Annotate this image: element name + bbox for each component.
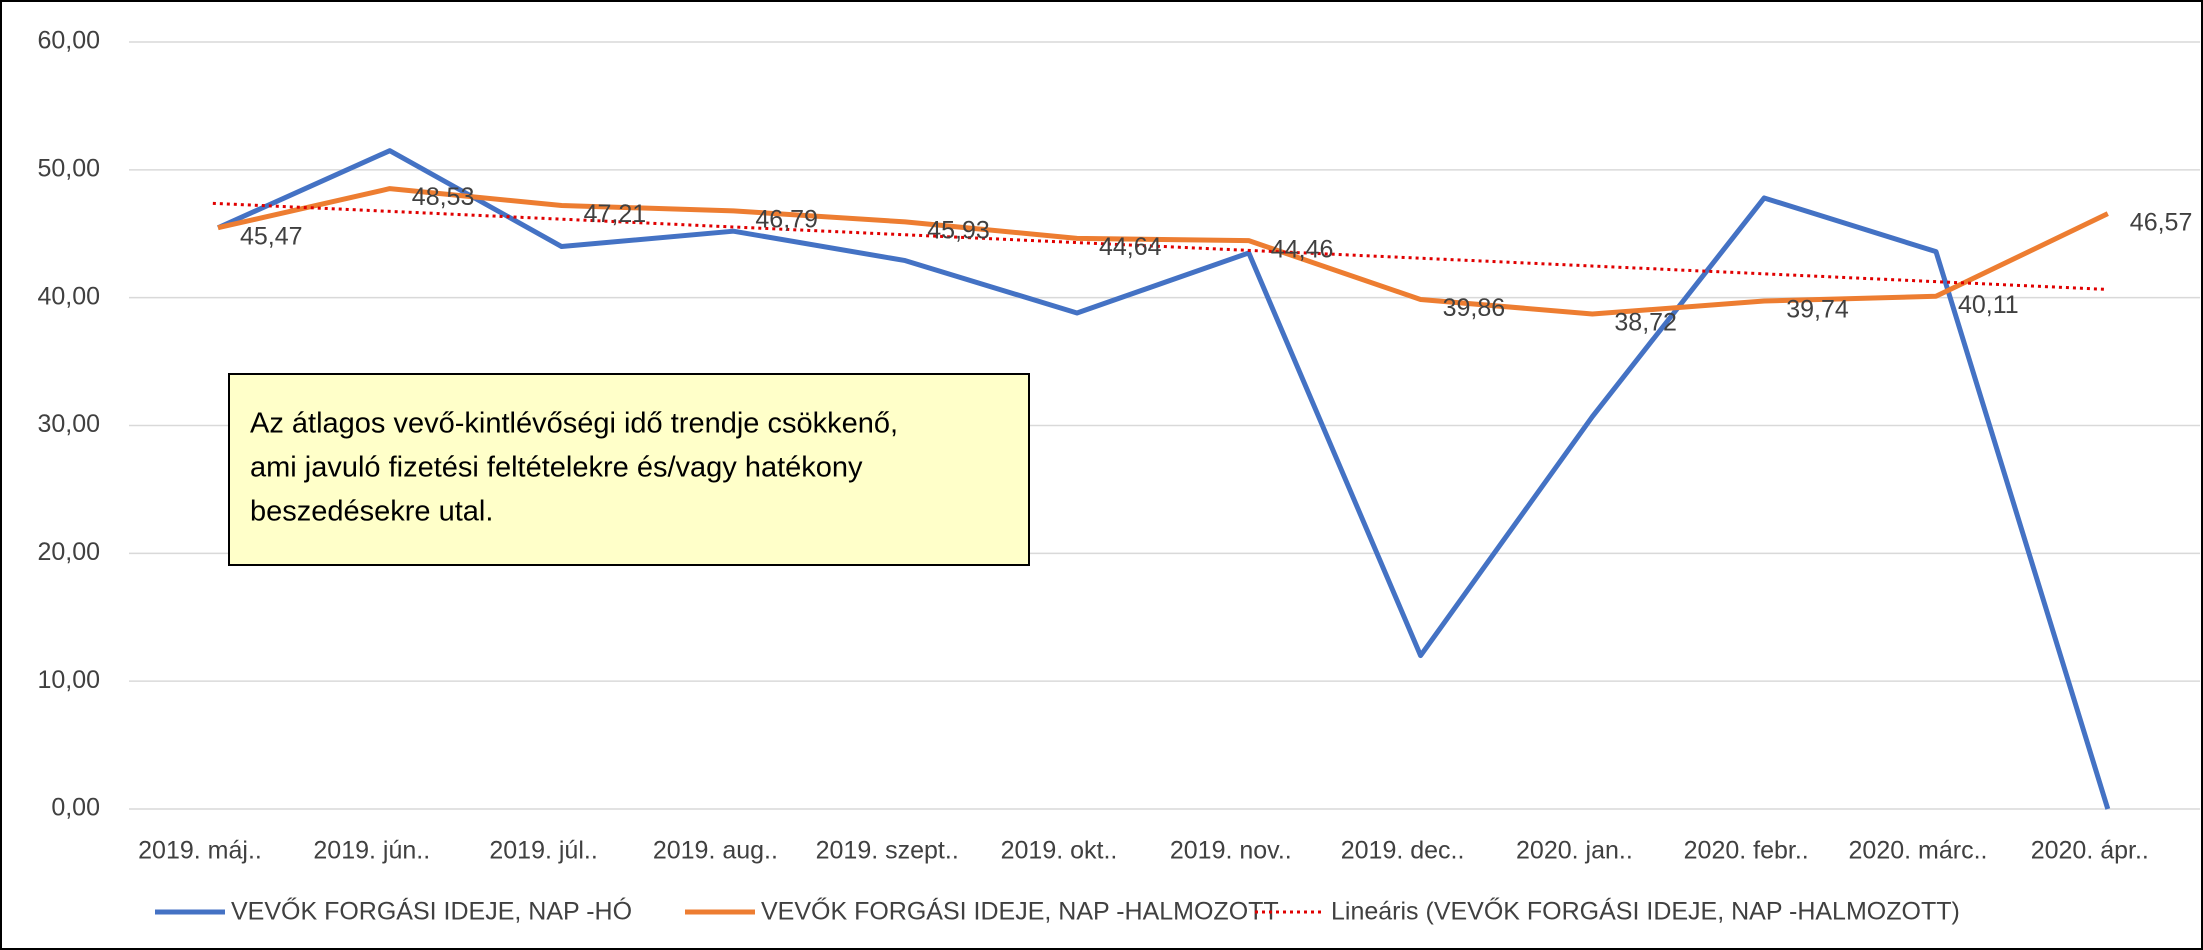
data-label: 44,46 [1271,235,1334,263]
data-label: 44,64 [1099,233,1162,261]
y-tick-label: 0,00 [51,794,100,822]
data-label: 46,57 [2130,208,2193,236]
series-line [217,186,2109,317]
x-tick-label: 2019. okt.. [1001,837,1118,865]
data-label: 38,72 [1614,309,1677,337]
x-tick-label: 2020. ápr.. [2031,837,2149,865]
x-tick-label: 2019. nov.. [1170,837,1292,865]
y-tick-label: 60,00 [37,27,100,55]
x-tick-label: 2019. aug.. [653,837,778,865]
legend-label: Lineáris (VEVŐK FORGÁSI IDEJE, NAP -HALM… [1331,897,1960,926]
legend-label: VEVŐK FORGÁSI IDEJE, NAP -HALMOZOTT [761,897,1279,926]
x-tick-label: 2020. febr.. [1684,837,1809,865]
data-label: 48,53 [412,183,475,211]
trendline [212,201,2108,291]
y-tick-label: 20,00 [37,538,100,566]
annotation-text: Az átlagos vevő-kintlévőségi idő trendje… [250,408,898,440]
x-tick-label: 2019. máj.. [138,837,262,865]
data-label: 46,79 [755,205,818,233]
x-tick-label: 2019. dec.. [1341,837,1465,865]
legend-label: VEVŐK FORGÁSI IDEJE, NAP -HÓ [231,897,632,926]
data-label: 45,47 [240,222,303,250]
series-line [216,148,2111,810]
data-label: 39,86 [1443,294,1506,322]
annotation-text: beszedésekre utal. [250,496,493,528]
annotation-text: ami javuló fizetési feltételekre és/vagy… [250,452,863,484]
y-tick-label: 10,00 [37,666,100,694]
x-tick-label: 2019. júl.. [489,837,597,865]
y-tick-label: 50,00 [37,154,100,182]
data-label: 45,93 [927,216,990,244]
x-tick-label: 2020. márc.. [1849,837,1988,865]
data-label: 40,11 [1958,291,2019,319]
x-tick-label: 2019. szept.. [816,837,959,865]
y-tick-label: 30,00 [37,410,100,438]
data-label: 47,21 [584,200,647,228]
annotation-box [228,373,1030,566]
data-label: 39,74 [1786,296,1849,324]
y-tick-label: 40,00 [37,282,100,310]
x-tick-label: 2019. jún.. [313,837,430,865]
x-tick-label: 2020. jan.. [1516,837,1633,865]
